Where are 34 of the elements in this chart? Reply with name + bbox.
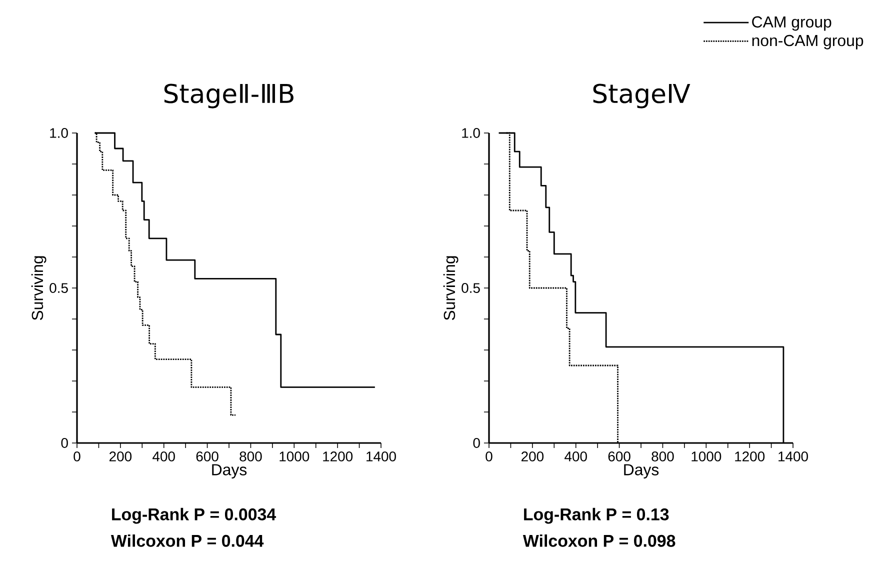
chart-title: StageⅣ <box>593 84 690 108</box>
y-tick-label: 0 <box>61 438 68 448</box>
text: Wilcoxon P = 0.098 <box>522 534 676 547</box>
x-tick-label: 600 <box>608 452 630 462</box>
x-tick-label: 200 <box>109 452 132 462</box>
text: Log-Rank P = 0.13 <box>524 508 669 524</box>
x-tick-label: 800 <box>652 452 674 462</box>
x-axis-title: Days <box>212 464 247 479</box>
y-tick-label: 0.5 <box>462 283 480 293</box>
legend-label: non-CAM group <box>752 34 864 50</box>
x-tick-label: 1000 <box>692 452 722 462</box>
y-axis-title: Surviving <box>443 256 458 320</box>
y-axis-title: Surviving <box>31 256 46 320</box>
legend-label: CAM group <box>752 16 832 31</box>
x-tick-label: 1000 <box>280 452 310 462</box>
x-tick-label: 0 <box>486 452 492 462</box>
text: Wilcoxon P = 0.044 <box>110 534 264 547</box>
x-tick-label: 1200 <box>735 452 765 462</box>
x-tick-label: 1200 <box>323 452 353 462</box>
x-tick-label: 1400 <box>366 452 396 462</box>
x-tick-label: 0 <box>74 452 80 462</box>
x-tick-label: 400 <box>152 452 175 462</box>
x-tick-label: 800 <box>240 452 262 462</box>
x-axis-title: Days <box>624 464 659 479</box>
x-tick-label: 1400 <box>778 452 808 462</box>
y-tick-label: 0.5 <box>50 283 68 293</box>
y-tick-label: 1.0 <box>50 128 68 138</box>
x-tick-label: 600 <box>196 452 218 462</box>
text: Log-Rank P = 0.0034 <box>112 508 276 524</box>
x-tick-label: 400 <box>564 452 587 462</box>
x-tick-label: 200 <box>522 452 544 462</box>
y-tick-label: 0 <box>473 438 480 448</box>
chart-title: StageⅡ-ⅢB <box>164 84 294 108</box>
y-tick-label: 1.0 <box>462 128 480 138</box>
